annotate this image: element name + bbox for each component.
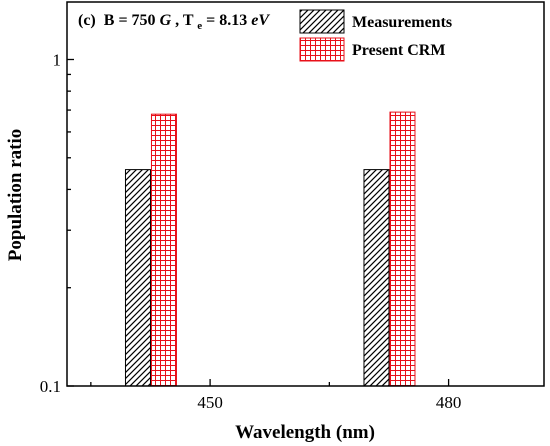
annotation-t-unit: eV: [251, 12, 270, 29]
bar-present-crm-1: [389, 111, 416, 387]
panel-annotation: (c) B = 750 G , T e = 8.13 eV: [78, 12, 270, 33]
bar-present-crm-0: [150, 113, 177, 387]
bars: [124, 111, 416, 387]
bar-measurements-0: [124, 169, 151, 387]
y-axis-title: Population ratio: [5, 129, 26, 261]
legend-label-measurements: Measurements: [352, 14, 452, 31]
legend: Measurements Present CRM: [299, 9, 452, 62]
bar-measurements-1: [363, 169, 390, 387]
legend-swatch-measurements: [299, 9, 345, 34]
panel-label: (c): [78, 12, 96, 29]
legend-label-present-crm: Present CRM: [352, 42, 445, 59]
plot-frame: [66, 1, 545, 387]
annotation-prefix: B = 750: [104, 12, 160, 29]
ticks: 450 480 0.1 1: [40, 50, 462, 412]
annotation-sep: , T: [175, 12, 194, 29]
x-axis-title: Wavelength (nm): [235, 422, 375, 443]
x-tick-label-480: 480: [436, 393, 462, 412]
annotation-eq: = 8.13: [206, 12, 251, 29]
x-tick-label-450: 450: [197, 393, 223, 412]
annotation-sub: e: [197, 20, 202, 32]
y-tick-label-1: 1: [53, 50, 62, 69]
legend-swatch-present-crm: [299, 37, 345, 62]
annotation-b-unit: G: [160, 12, 172, 29]
y-tick-label-0: 0.1: [40, 377, 61, 396]
